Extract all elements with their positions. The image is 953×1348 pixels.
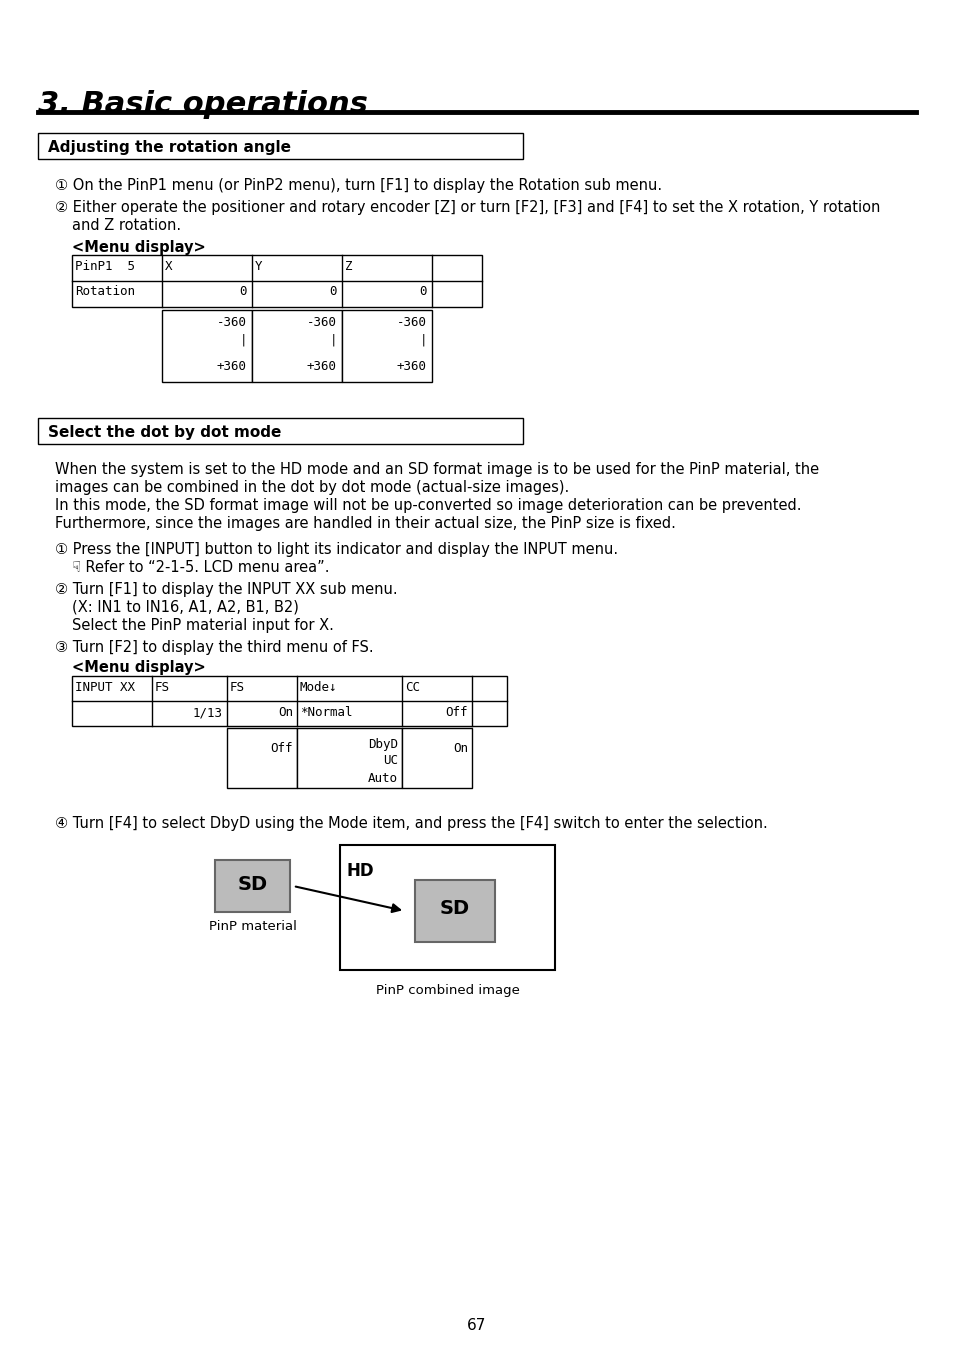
Bar: [162, 310, 252, 381]
Text: Rotation: Rotation: [75, 284, 135, 298]
Text: SD: SD: [237, 875, 267, 894]
Bar: [71, 255, 481, 307]
Text: 1/13: 1/13: [193, 706, 223, 718]
Text: *Normal: *Normal: [299, 706, 352, 718]
Text: FS: FS: [230, 681, 245, 694]
Text: 0: 0: [239, 284, 247, 298]
Text: On: On: [453, 741, 468, 755]
Text: 0: 0: [329, 284, 336, 298]
Text: When the system is set to the HD mode and an SD format image is to be used for t: When the system is set to the HD mode an…: [55, 462, 819, 477]
Text: |: |: [419, 334, 427, 346]
Bar: [227, 728, 296, 789]
Text: UC: UC: [382, 754, 397, 767]
Bar: [38, 418, 522, 443]
Text: (X: IN1 to IN16, A1, A2, B1, B2): (X: IN1 to IN16, A1, A2, B1, B2): [71, 600, 298, 615]
Bar: [252, 310, 341, 381]
Text: PinP1  5: PinP1 5: [75, 260, 135, 274]
Text: X: X: [165, 260, 172, 274]
Text: ② Either operate the positioner and rotary encoder [Z] or turn [F2], [F3] and [F: ② Either operate the positioner and rota…: [55, 200, 880, 214]
Text: 0: 0: [419, 284, 427, 298]
Text: FS: FS: [154, 681, 170, 694]
Text: DbyD: DbyD: [368, 737, 397, 751]
Text: +360: +360: [307, 360, 336, 373]
Text: <Menu display>: <Menu display>: [71, 240, 206, 255]
Text: PinP combined image: PinP combined image: [375, 984, 518, 998]
Text: Off: Off: [271, 741, 293, 755]
Text: ④ Turn [F4] to select DbyD using the Mode item, and press the [F4] switch to ent: ④ Turn [F4] to select DbyD using the Mod…: [55, 816, 767, 830]
Text: ② Turn [F1] to display the INPUT XX sub menu.: ② Turn [F1] to display the INPUT XX sub …: [55, 582, 397, 597]
Text: SD: SD: [439, 899, 470, 918]
Text: ③ Turn [F2] to display the third menu of FS.: ③ Turn [F2] to display the third menu of…: [55, 640, 374, 655]
Text: INPUT XX: INPUT XX: [75, 681, 135, 694]
Text: +360: +360: [216, 360, 247, 373]
Bar: [38, 133, 522, 159]
Text: 3. Basic operations: 3. Basic operations: [38, 90, 368, 119]
Text: +360: +360: [396, 360, 427, 373]
Text: In this mode, the SD format image will not be up-converted so image deterioratio: In this mode, the SD format image will n…: [55, 497, 801, 514]
Bar: [341, 310, 432, 381]
Text: Select the dot by dot mode: Select the dot by dot mode: [48, 425, 281, 439]
Text: PinP material: PinP material: [209, 919, 296, 933]
Text: -360: -360: [216, 315, 247, 329]
Text: Y: Y: [254, 260, 262, 274]
Bar: [415, 880, 495, 942]
Text: CC: CC: [405, 681, 419, 694]
Bar: [214, 860, 290, 913]
Text: ① Press the [INPUT] button to light its indicator and display the INPUT menu.: ① Press the [INPUT] button to light its …: [55, 542, 618, 557]
Text: Adjusting the rotation angle: Adjusting the rotation angle: [48, 140, 291, 155]
Text: ☟ Refer to “2-1-5. LCD menu area”.: ☟ Refer to “2-1-5. LCD menu area”.: [71, 559, 329, 576]
Text: Select the PinP material input for X.: Select the PinP material input for X.: [71, 617, 334, 634]
Bar: [296, 728, 401, 789]
Text: and Z rotation.: and Z rotation.: [71, 218, 181, 233]
Text: HD: HD: [347, 861, 375, 880]
Text: -360: -360: [307, 315, 336, 329]
Text: ① On the PinP1 menu (or PinP2 menu), turn [F1] to display the Rotation sub menu.: ① On the PinP1 menu (or PinP2 menu), tur…: [55, 178, 661, 193]
Text: 67: 67: [467, 1318, 486, 1333]
Text: Off: Off: [445, 706, 468, 718]
Bar: [71, 675, 506, 727]
Bar: [401, 728, 472, 789]
Text: images can be combined in the dot by dot mode (actual-size images).: images can be combined in the dot by dot…: [55, 480, 569, 495]
Text: Mode↓: Mode↓: [299, 681, 337, 694]
Text: |: |: [329, 334, 336, 346]
Text: |: |: [239, 334, 247, 346]
Text: <Menu display>: <Menu display>: [71, 661, 206, 675]
Bar: [339, 845, 555, 971]
Text: Furthermore, since the images are handled in their actual size, the PinP size is: Furthermore, since the images are handle…: [55, 516, 675, 531]
Text: Z: Z: [345, 260, 352, 274]
Text: On: On: [277, 706, 293, 718]
Text: -360: -360: [396, 315, 427, 329]
Text: Auto: Auto: [368, 772, 397, 785]
